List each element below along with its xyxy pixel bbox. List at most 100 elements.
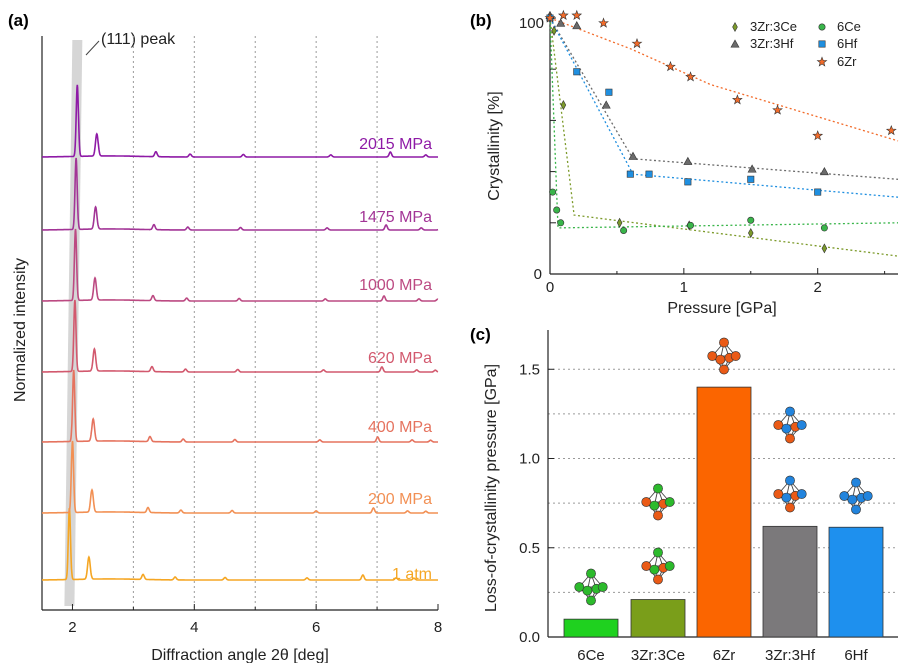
legend-label: 6Hf	[837, 36, 858, 51]
data-point	[683, 156, 693, 165]
series-label: 1475 MPa	[359, 209, 432, 226]
y-axis-label: Loss-of-crystallinity pressure [GPa]	[483, 364, 500, 612]
series-label: 1 atm	[392, 566, 432, 583]
data-point	[626, 170, 634, 178]
x-tick-label: 6Hf	[844, 647, 868, 663]
data-point	[605, 88, 613, 96]
panel-a-chart: (111) peak Diffraction angle 2θ [deg] No…	[12, 31, 442, 663]
cluster-atom	[785, 433, 795, 444]
x-axis-label: Pressure [GPa]	[667, 300, 776, 317]
cluster-atom	[707, 351, 718, 361]
cluster-atom	[851, 504, 861, 515]
x-tick-label: 0	[546, 279, 554, 296]
x-tick-label: 6	[312, 619, 320, 636]
data-point	[572, 21, 582, 30]
data-point	[730, 39, 740, 48]
cluster-atom	[847, 494, 858, 505]
data-point	[685, 71, 696, 82]
cluster-atom	[719, 364, 729, 375]
cluster-atom	[715, 354, 726, 365]
x-tick-label: 6Zr	[713, 647, 736, 663]
data-point	[571, 9, 583, 21]
fit-line	[549, 17, 899, 142]
data-point	[544, 12, 556, 23]
data-point	[747, 164, 757, 173]
data-point	[556, 18, 566, 27]
cluster-atom	[649, 500, 660, 511]
data-point	[601, 100, 611, 109]
cluster-atom	[839, 491, 850, 501]
data-point	[819, 166, 829, 176]
x-tick-label: 1	[680, 279, 688, 296]
data-point	[557, 219, 565, 227]
cluster-atom	[781, 492, 792, 503]
series-label: 2015 MPa	[359, 136, 432, 153]
data-point	[772, 104, 783, 115]
data-point	[557, 9, 569, 21]
data-point	[748, 228, 754, 239]
cluster-atom	[781, 423, 792, 434]
y-tick-label: 0.0	[519, 629, 540, 646]
pattern-line-200-MPa	[42, 440, 438, 514]
data-point	[885, 124, 897, 136]
panel-a-label: (a)	[8, 11, 29, 30]
data-point	[616, 217, 623, 228]
pattern-line-2015-MPa	[42, 84, 438, 158]
y-axis-label: Normalized intensity	[12, 258, 29, 402]
panel-c-chart: Loss-of-crystallinity pressure [GPa] 0.0…	[483, 330, 898, 663]
cluster-atom	[730, 351, 741, 361]
cluster-atom	[653, 547, 663, 558]
cluster-atom	[851, 477, 861, 488]
cluster-atom	[574, 582, 585, 592]
data-point	[573, 68, 581, 76]
data-point	[560, 100, 567, 111]
cluster-atom	[785, 475, 795, 486]
bar-6Ce	[563, 618, 619, 638]
panel-b-chart: Pressure [GPa] Crystallinity [%] 0 100 0 1 2…	[486, 9, 899, 317]
legend-label: 3Zr:3Ce	[750, 19, 797, 34]
peak-annotation: (111) peak	[101, 31, 176, 48]
x-tick-label: 3Zr:3Ce	[631, 647, 685, 663]
cluster-atom	[582, 585, 593, 596]
cluster-atom	[586, 595, 596, 606]
cluster-atom	[719, 337, 729, 348]
bar-3Zr-3Hf	[762, 525, 818, 638]
y-tick-label: 100	[519, 15, 544, 32]
cluster-atom	[653, 574, 663, 585]
x-tick-label: 6Ce	[577, 647, 605, 663]
data-point	[665, 60, 676, 72]
series-label: 1000 MPa	[359, 277, 432, 294]
data-point	[818, 23, 826, 31]
pattern-line-400-MPa	[42, 369, 438, 443]
data-point	[731, 94, 743, 105]
cluster-atom	[641, 561, 652, 571]
cluster-atom	[796, 420, 807, 430]
cluster-atom	[586, 568, 596, 579]
data-point	[821, 243, 828, 254]
fit-line	[549, 17, 899, 257]
legend-label: 3Zr:3Hf	[750, 36, 794, 51]
x-tick-label: 2	[814, 279, 822, 296]
cluster-atom	[785, 502, 795, 513]
data-point	[628, 151, 638, 160]
x-tick-label: 4	[190, 619, 198, 636]
cluster-atom	[653, 510, 663, 521]
data-point	[549, 188, 557, 196]
x-tick-label: 2	[68, 619, 76, 636]
data-point	[747, 216, 755, 224]
pattern-line-1-atm	[42, 508, 438, 581]
peak-annotation-leader	[85, 40, 100, 56]
cluster-atom	[649, 564, 660, 575]
y-tick-label: 1.0	[519, 451, 540, 468]
y-tick-label: 1.5	[519, 361, 540, 378]
y-tick-label: 0	[534, 266, 542, 283]
fit-line	[549, 17, 899, 229]
cluster-atom	[641, 497, 652, 507]
x-tick-label: 8	[434, 619, 442, 636]
cluster-atom	[597, 582, 608, 592]
panel-c-label: (c)	[470, 325, 491, 344]
cluster-atom	[773, 420, 784, 430]
data-point	[645, 170, 653, 178]
data-point	[820, 224, 828, 232]
